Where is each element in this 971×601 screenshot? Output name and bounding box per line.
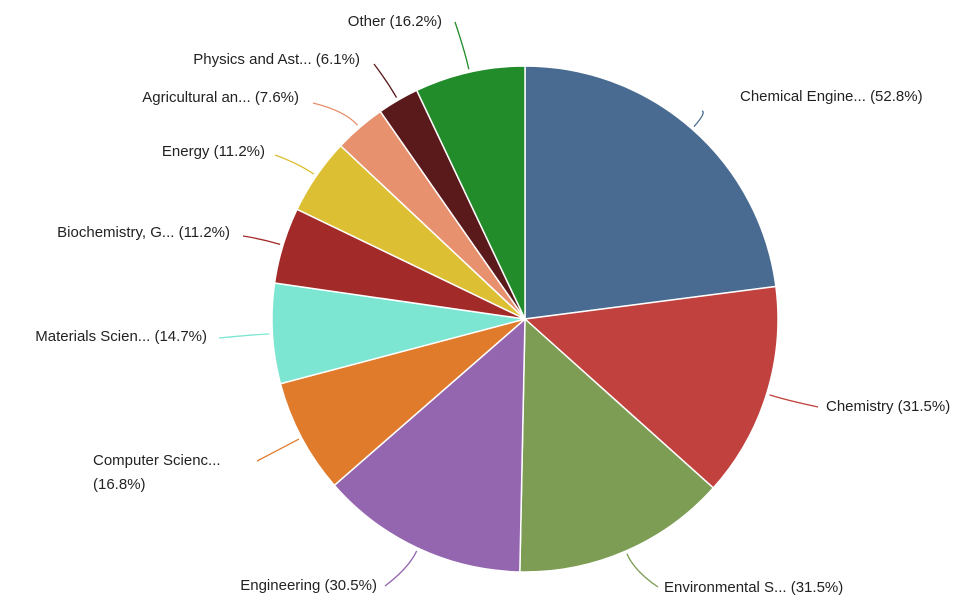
pie-slice-chemistry[interactable]: [523, 285, 779, 489]
pie-slice-computer-scienc[interactable]: [279, 318, 526, 487]
slice-label-physics-and-ast: Physics and Ast... (6.1%): [193, 51, 360, 68]
slice-label-energy: Energy (11.2%): [162, 143, 265, 160]
leader-line-environmental-s: [626, 553, 659, 588]
slice-label-computer-scienc-line2: (16.8%): [93, 476, 146, 493]
leader-line-agricultural-an: [312, 102, 359, 126]
slice-label-chemistry: Chemistry (31.5%): [826, 398, 950, 415]
leader-line-engineering: [384, 550, 418, 587]
slice-label-agricultural-an: Agricultural an... (7.6%): [142, 89, 299, 106]
pie-slice-engineering[interactable]: [333, 317, 526, 573]
slice-label-biochemistry-g: Biochemistry, G... (11.2%): [57, 224, 230, 241]
pie-slices: [271, 65, 779, 573]
slice-label-chemical-engine: Chemical Engine... (52.8%): [740, 88, 923, 105]
slice-label-engineering: Engineering (30.5%): [240, 577, 377, 594]
leader-line-energy: [274, 154, 315, 175]
slice-label-computer-scienc: Computer Scienc...: [93, 452, 221, 469]
pie-slice-other[interactable]: [415, 65, 526, 320]
pie-slice-chemical-engine[interactable]: [524, 65, 777, 320]
leader-lines: [218, 21, 819, 588]
slice-labels: Chemical Engine... (52.8%) Chemistry (31.…: [35, 13, 950, 596]
leader-line-chemical-engine: [693, 110, 704, 128]
pie-slice-environmental-s[interactable]: [519, 317, 715, 573]
leader-line-physics-and-ast: [373, 63, 398, 98]
slice-label-materials-scien: Materials Scien... (14.7%): [35, 328, 207, 345]
slice-label-other: Other (16.2%): [348, 13, 442, 30]
leader-line-computer-scienc: [256, 438, 300, 462]
slice-label-environmental-s: Environmental S... (31.5%): [664, 579, 843, 596]
leader-line-materials-scien: [218, 333, 270, 339]
leader-line-biochemistry-g: [242, 235, 281, 246]
leader-line-chemistry: [769, 394, 819, 408]
leader-line-other: [454, 21, 470, 70]
